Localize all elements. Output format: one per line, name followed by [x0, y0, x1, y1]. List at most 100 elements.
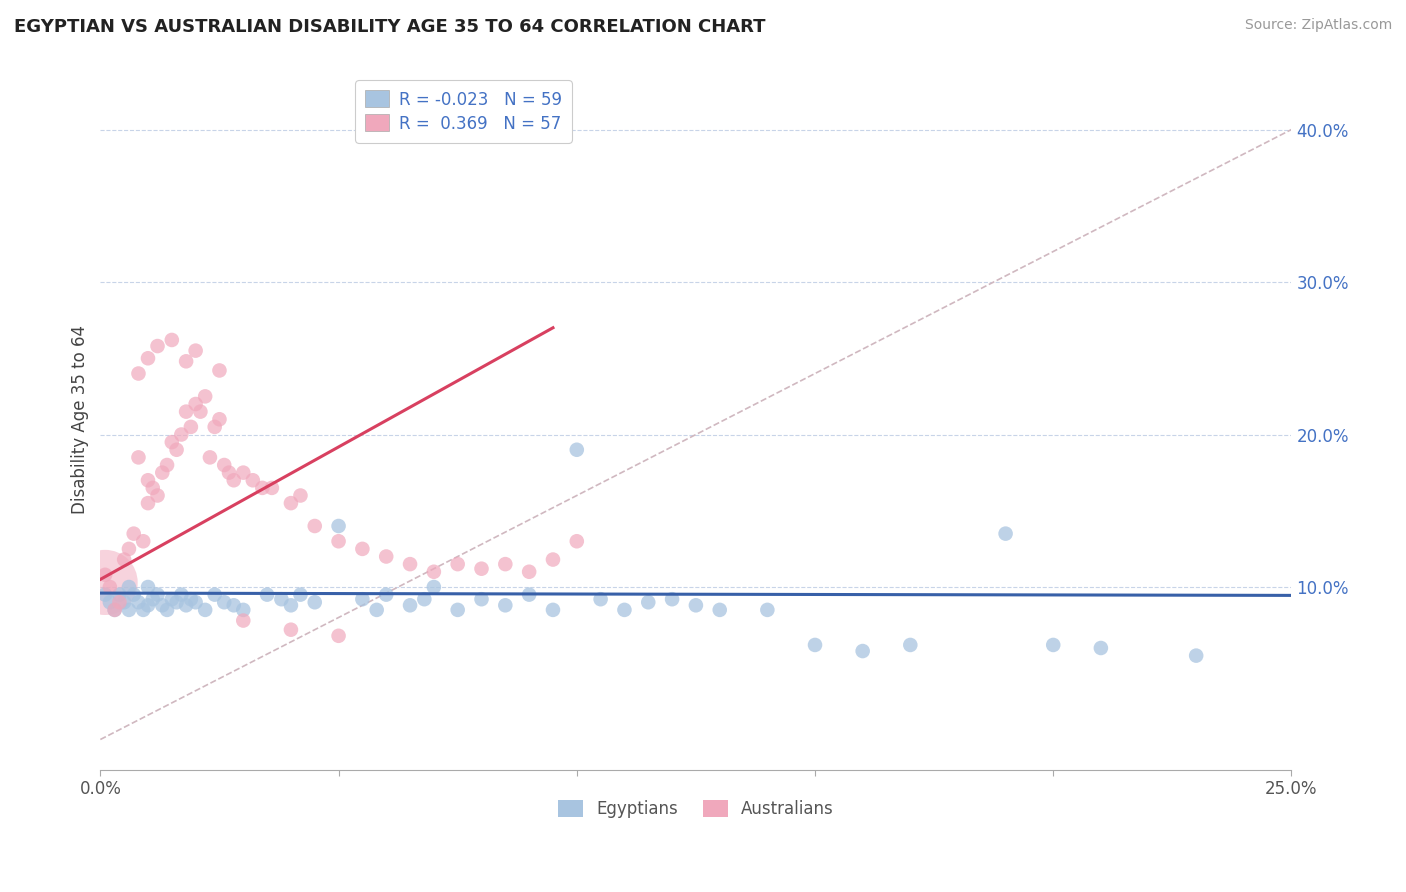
Point: [174, 404, 197, 418]
Point: [413, 592, 436, 607]
Point: [1185, 648, 1208, 663]
Point: [423, 580, 446, 594]
Point: [252, 481, 274, 495]
Point: [637, 595, 659, 609]
Point: [132, 603, 155, 617]
Point: [94, 588, 117, 602]
Point: [184, 397, 207, 411]
Point: [375, 549, 398, 564]
Point: [232, 614, 254, 628]
Point: [204, 420, 226, 434]
Point: [208, 363, 231, 377]
Point: [222, 599, 245, 613]
Point: [156, 603, 179, 617]
Point: [108, 588, 131, 602]
Point: [260, 481, 283, 495]
Point: [104, 603, 127, 617]
Point: [994, 526, 1017, 541]
Point: [170, 427, 193, 442]
Point: [328, 519, 350, 533]
Point: [352, 541, 374, 556]
Point: [290, 489, 312, 503]
Point: [304, 595, 326, 609]
Point: [190, 404, 212, 418]
Point: [565, 442, 588, 457]
Point: [166, 595, 188, 609]
Point: [198, 450, 221, 465]
Point: [122, 588, 145, 602]
Point: [242, 473, 264, 487]
Legend: Egyptians, Australians: Egyptians, Australians: [551, 793, 841, 825]
Point: [127, 450, 149, 465]
Point: [517, 588, 540, 602]
Point: [112, 595, 135, 609]
Point: [399, 557, 422, 571]
Point: [127, 367, 149, 381]
Point: [142, 481, 165, 495]
Point: [146, 339, 169, 353]
Point: [136, 599, 159, 613]
Point: [366, 603, 388, 617]
Point: [804, 638, 827, 652]
Text: EGYPTIAN VS AUSTRALIAN DISABILITY AGE 35 TO 64 CORRELATION CHART: EGYPTIAN VS AUSTRALIAN DISABILITY AGE 35…: [14, 18, 765, 36]
Point: [290, 588, 312, 602]
Point: [98, 595, 121, 609]
Point: [184, 343, 207, 358]
Point: [174, 599, 197, 613]
Point: [756, 603, 779, 617]
Point: [304, 519, 326, 533]
Point: [589, 592, 612, 607]
Point: [218, 466, 240, 480]
Point: [174, 354, 197, 368]
Point: [270, 592, 292, 607]
Point: [204, 588, 226, 602]
Point: [352, 592, 374, 607]
Point: [112, 552, 135, 566]
Point: [399, 599, 422, 613]
Point: [375, 588, 398, 602]
Point: [709, 603, 731, 617]
Point: [136, 473, 159, 487]
Point: [150, 466, 173, 480]
Point: [470, 592, 492, 607]
Point: [136, 580, 159, 594]
Point: [494, 557, 516, 571]
Point: [685, 599, 707, 613]
Point: [208, 412, 231, 426]
Point: [146, 588, 169, 602]
Point: [160, 333, 183, 347]
Text: Source: ZipAtlas.com: Source: ZipAtlas.com: [1244, 18, 1392, 32]
Point: [108, 595, 131, 609]
Point: [104, 603, 127, 617]
Point: [328, 534, 350, 549]
Point: [1090, 640, 1112, 655]
Point: [180, 592, 202, 607]
Point: [565, 534, 588, 549]
Point: [146, 489, 169, 503]
Point: [280, 496, 302, 510]
Point: [661, 592, 683, 607]
Point: [541, 603, 564, 617]
Point: [160, 435, 183, 450]
Point: [898, 638, 921, 652]
Point: [170, 588, 193, 602]
Point: [194, 603, 217, 617]
Point: [256, 588, 278, 602]
Point: [160, 592, 183, 607]
Point: [423, 565, 446, 579]
Point: [613, 603, 636, 617]
Point: [222, 473, 245, 487]
Point: [132, 534, 155, 549]
Point: [136, 496, 159, 510]
Point: [447, 557, 470, 571]
Point: [127, 595, 149, 609]
Point: [212, 458, 235, 472]
Point: [280, 623, 302, 637]
Point: [136, 351, 159, 366]
Point: [98, 580, 121, 594]
Point: [1042, 638, 1064, 652]
Point: [150, 599, 173, 613]
Point: [184, 595, 207, 609]
Point: [447, 603, 470, 617]
Point: [142, 592, 165, 607]
